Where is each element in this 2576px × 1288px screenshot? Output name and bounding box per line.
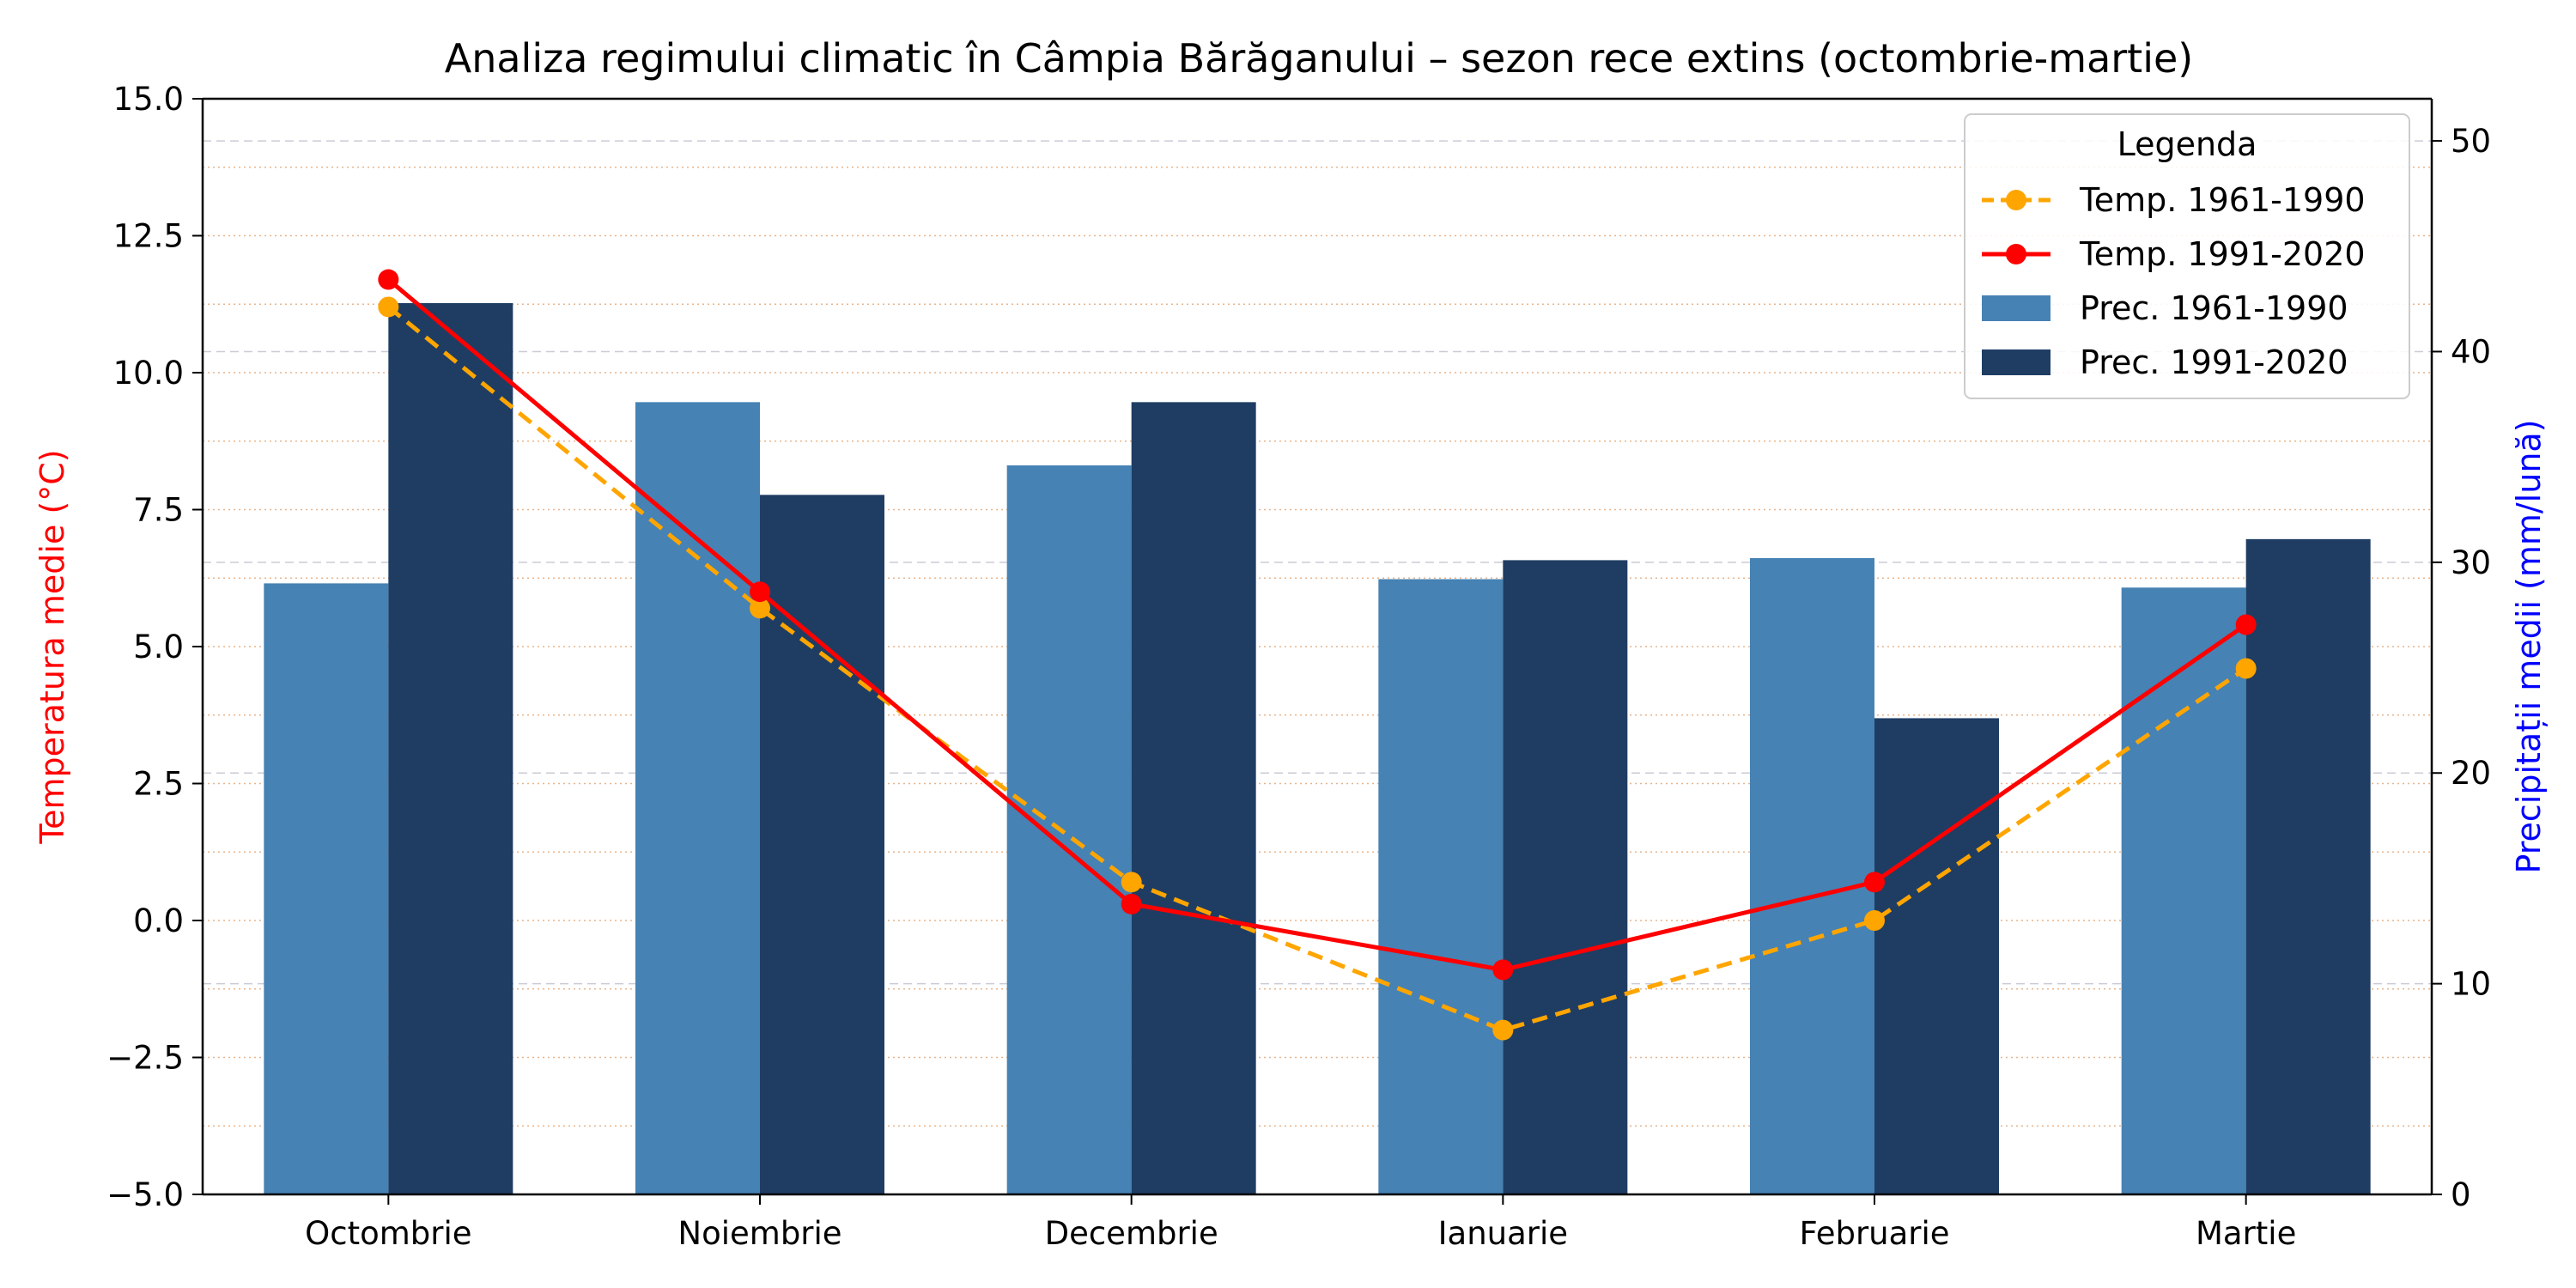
y-left-axis-title: Temperatura medie (°C) bbox=[33, 449, 71, 844]
point-temp-1991-2020-octombrie bbox=[378, 269, 399, 290]
point-temp-1961-1990-februarie bbox=[1864, 910, 1885, 931]
series-line-temp-1961-1990 bbox=[386, 305, 2248, 1033]
point-temp-1961-1990-octombrie bbox=[378, 296, 399, 318]
bar-prec-1961-1990-februarie bbox=[1750, 557, 1874, 1194]
bar-prec-1991-2020-februarie bbox=[1874, 718, 1999, 1194]
bar-prec-1961-1990-martie bbox=[2121, 587, 2246, 1194]
legend-title: Legenda bbox=[2117, 125, 2257, 163]
bar-prec-1991-2020-ianuarie bbox=[1503, 560, 1628, 1194]
y-right-axis-title: Precipitații medii (mm/lună) bbox=[2510, 419, 2548, 873]
legend: Legenda Temp. 1961-1990 Temp. 1991-2020 Pre… bbox=[1964, 113, 2410, 399]
chart-title: Analiza regimului climatic în Câmpia Băr… bbox=[445, 35, 2194, 82]
point-temp-1991-2020-ianuarie bbox=[1492, 959, 1514, 981]
bar-prec-1991-2020-octombrie bbox=[388, 303, 513, 1194]
bar-prec-1961-1990-noiembrie bbox=[635, 402, 760, 1194]
point-temp-1961-1990-noiembrie bbox=[750, 598, 770, 619]
axes-layer: −5.0 −2.5 0.0 2.5 5.0 7.5 10.0 12.5 15.0 0 10 20 30 4… bbox=[106, 81, 2491, 1252]
bar-prec-1961-1990-decembrie bbox=[1006, 465, 1132, 1194]
bar-prec-1991-2020-martie bbox=[2245, 538, 2371, 1194]
point-temp-1991-2020-martie bbox=[2235, 614, 2257, 635]
y-right-tick-label: 0 bbox=[2451, 1176, 2471, 1213]
bar-prec-1961-1990-ianuarie bbox=[1378, 579, 1504, 1194]
x-tick-label-februarie: Februarie bbox=[1799, 1215, 1949, 1252]
y-right-tick-label: 40 bbox=[2451, 333, 2491, 370]
legend-box bbox=[1964, 113, 2410, 399]
point-temp-1991-2020-februarie bbox=[1864, 872, 1885, 893]
point-temp-1961-1990-ianuarie bbox=[1492, 1019, 1514, 1041]
y-left-tick-label: 7.5 bbox=[133, 492, 184, 529]
x-tick-label-martie: Martie bbox=[2196, 1215, 2296, 1252]
y-right-tick-label: 50 bbox=[2451, 123, 2491, 160]
point-temp-1961-1990-martie bbox=[2235, 658, 2257, 679]
legend-bar-swatch bbox=[1982, 349, 2050, 375]
legend-entry-label: Temp. 1961-1990 bbox=[2079, 181, 2366, 219]
point-temp-1961-1990-decembrie bbox=[1121, 872, 1142, 893]
y-right-tick-label: 10 bbox=[2451, 966, 2491, 1003]
bar-prec-1991-2020-noiembrie bbox=[760, 495, 884, 1194]
y-left-tick-label: 10.0 bbox=[113, 355, 184, 392]
point-temp-1991-2020-decembrie bbox=[1121, 893, 1142, 914]
legend-entry-label: Prec. 1961-1990 bbox=[2080, 289, 2348, 327]
y-right-tick-label: 30 bbox=[2451, 544, 2491, 581]
x-tick-label-decembrie: Decembrie bbox=[1045, 1215, 1218, 1252]
y-left-tick-label: 15.0 bbox=[113, 81, 184, 118]
bars-layer bbox=[264, 303, 2371, 1194]
x-tick-label-noiembrie: Noiembrie bbox=[677, 1215, 841, 1252]
y-right-tick-label: 20 bbox=[2451, 755, 2491, 792]
point-temp-1991-2020-noiembrie bbox=[750, 581, 770, 603]
y-left-tick-label: −2.5 bbox=[106, 1040, 184, 1077]
y-left-tick-label: −5.0 bbox=[106, 1176, 184, 1213]
bar-prec-1961-1990-octombrie bbox=[264, 583, 389, 1194]
bar-prec-1991-2020-decembrie bbox=[1131, 402, 1256, 1194]
y-left-tick-label: 12.5 bbox=[113, 218, 184, 255]
legend-entry-label: Temp. 1991-2020 bbox=[2079, 235, 2366, 273]
legend-bar-swatch bbox=[1982, 295, 2050, 321]
legend-entry-label: Prec. 1991-2020 bbox=[2080, 343, 2348, 381]
y-left-tick-label: 5.0 bbox=[133, 629, 184, 665]
y-left-tick-label: 2.5 bbox=[133, 766, 184, 803]
x-tick-label-ianuarie: Ianuarie bbox=[1438, 1215, 1568, 1252]
legend-marker bbox=[2006, 244, 2026, 264]
lines-layer bbox=[378, 269, 2257, 1041]
legend-marker bbox=[2006, 190, 2026, 210]
y-left-tick-label: 0.0 bbox=[133, 902, 184, 939]
series-line-temp-1991-2020 bbox=[386, 277, 2248, 972]
x-tick-label-octombrie: Octombrie bbox=[305, 1215, 471, 1252]
